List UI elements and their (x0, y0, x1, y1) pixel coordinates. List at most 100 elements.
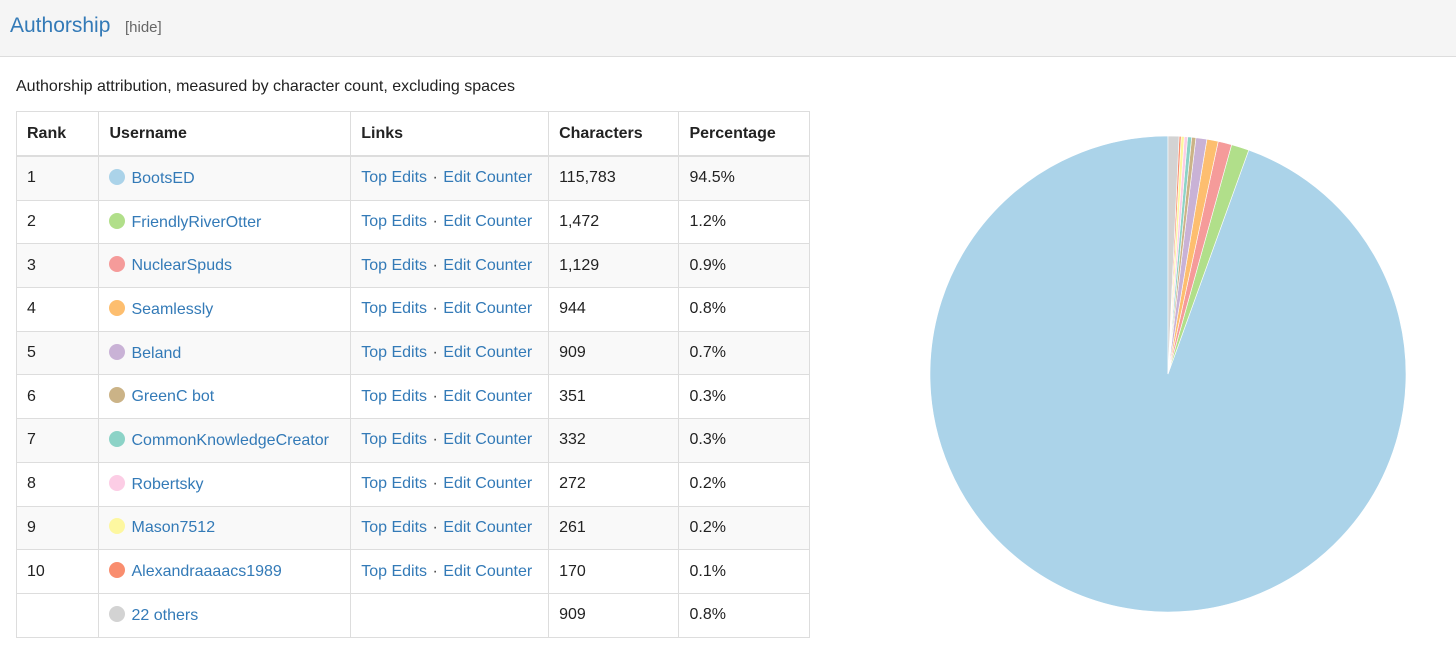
characters-column-header: Characters (548, 111, 680, 157)
username-link[interactable]: Mason7512 (131, 519, 216, 537)
username-link[interactable]: Seamlessly (131, 300, 214, 318)
edit-counter-link[interactable]: Edit Counter (443, 300, 533, 318)
link-separator: · (432, 344, 438, 362)
username-link[interactable]: Beland (131, 344, 182, 362)
username-link[interactable]: Alexandraaaacs1989 (131, 563, 282, 581)
link-separator: · (432, 387, 438, 405)
top-edits-link[interactable]: Top Edits (361, 431, 428, 449)
links-cell: Top Edits · Edit Counter (350, 287, 550, 332)
top-edits-link[interactable]: Top Edits (361, 256, 428, 274)
rank-cell: 6 (15, 374, 100, 420)
username-column-header: Username (98, 111, 352, 157)
section-title[interactable]: Authorship (10, 14, 111, 37)
edit-counter-link[interactable]: Edit Counter (443, 169, 533, 187)
percentage-cell: 0.7% (678, 330, 810, 376)
links-column-header: Links (350, 111, 550, 157)
pie-slice-22-others (1167, 135, 1180, 375)
user-color-swatch (109, 562, 126, 579)
percentage-cell: 0.1% (678, 549, 810, 594)
username-cell: Robertsky (98, 461, 352, 507)
authorship-table: Rank Username Links Characters Percentag… (15, 111, 810, 638)
user-color-swatch (109, 212, 126, 229)
username-cell: BootsED (98, 155, 352, 201)
others-color-swatch (109, 605, 126, 622)
link-separator: · (432, 475, 438, 493)
top-edits-link[interactable]: Top Edits (361, 562, 428, 580)
links-cell: Top Edits · Edit Counter (350, 199, 550, 245)
link-separator: · (432, 431, 438, 449)
edit-counter-link[interactable]: Edit Counter (443, 475, 533, 493)
rank-cell: 1 (15, 155, 100, 201)
rank-cell: 5 (15, 330, 100, 376)
top-edits-link[interactable]: Top Edits (361, 300, 428, 318)
percentage-cell: 0.2% (678, 461, 810, 507)
percentage-cell: 0.3% (678, 418, 810, 463)
top-edits-link[interactable]: Top Edits (361, 475, 428, 493)
table-body: 1 BootsED Top Edits · Edit Counter 115,783 9… (15, 155, 810, 638)
link-separator: · (432, 300, 438, 318)
rank-cell: 3 (15, 243, 100, 289)
top-edits-link[interactable]: Top Edits (361, 387, 428, 405)
user-color-swatch (109, 299, 126, 316)
top-edits-link[interactable]: Top Edits (361, 169, 428, 187)
characters-cell: 351 (548, 374, 680, 420)
user-color-swatch (109, 387, 126, 404)
characters-cell: 1,472 (548, 199, 680, 245)
link-separator: · (432, 562, 438, 580)
table-row: 8 Robertsky Top Edits · Edit Counter 272 0.2… (15, 461, 810, 507)
table-row: 9 Mason7512 Top Edits · Edit Counter 261 0.2… (15, 505, 810, 551)
table-row: 10 Alexandraaaacs1989 Top Edits · Edit Cou… (15, 549, 810, 594)
username-cell: Mason7512 (98, 505, 352, 551)
link-separator: · (432, 169, 438, 187)
characters-cell: 272 (548, 461, 680, 507)
edit-counter-link[interactable]: Edit Counter (443, 344, 533, 362)
username-link[interactable]: NuclearSpuds (131, 257, 232, 275)
table-row: 7 CommonKnowledgeCreator Top Edits · Edit … (15, 418, 810, 463)
authorship-panel-header: Authorship [hide] (0, 0, 1456, 57)
rank-column-header: Rank (15, 111, 100, 157)
username-cell: Beland (98, 330, 352, 376)
others-link[interactable]: 22 others (131, 606, 199, 624)
edit-counter-link[interactable]: Edit Counter (443, 256, 533, 274)
authorship-pie-chart (929, 135, 1407, 613)
edit-counter-link[interactable]: Edit Counter (443, 387, 533, 405)
characters-cell: 170 (548, 549, 680, 594)
top-edits-link[interactable]: Top Edits (361, 213, 428, 231)
percentage-cell: 0.9% (678, 243, 810, 289)
links-cell: Top Edits · Edit Counter (350, 505, 550, 551)
username-cell: GreenC bot (98, 374, 352, 420)
link-separator: · (432, 518, 438, 536)
edit-counter-link[interactable]: Edit Counter (443, 431, 533, 449)
username-cell: 22 others (98, 592, 352, 638)
hide-toggle-link[interactable]: [hide] (125, 19, 162, 36)
top-edits-link[interactable]: Top Edits (361, 518, 428, 536)
percentage-cell: 94.5% (678, 155, 810, 201)
user-color-swatch (109, 518, 126, 535)
rank-cell: 9 (15, 505, 100, 551)
username-link[interactable]: CommonKnowledgeCreator (131, 431, 329, 449)
percentage-cell: 0.8% (678, 287, 810, 332)
link-separator: · (432, 213, 438, 231)
rank-cell-empty (15, 592, 100, 638)
user-color-swatch (109, 256, 126, 273)
top-edits-link[interactable]: Top Edits (361, 344, 428, 362)
rank-cell: 8 (15, 461, 100, 507)
user-color-swatch (109, 343, 126, 360)
username-link[interactable]: Robertsky (131, 475, 204, 493)
table-row: 3 NuclearSpuds Top Edits · Edit Counter 1,1… (15, 243, 810, 289)
edit-counter-link[interactable]: Edit Counter (443, 518, 533, 536)
user-color-swatch (109, 474, 126, 491)
links-cell: Top Edits · Edit Counter (350, 243, 550, 289)
characters-cell: 261 (548, 505, 680, 551)
rank-cell: 4 (15, 287, 100, 332)
edit-counter-link[interactable]: Edit Counter (443, 213, 533, 231)
percentage-cell: 0.2% (678, 505, 810, 551)
table-row: 5 Beland Top Edits · Edit Counter 909 0.7% (15, 330, 810, 376)
characters-cell: 944 (548, 287, 680, 332)
username-link[interactable]: BootsED (131, 169, 195, 187)
username-link[interactable]: FriendlyRiverOtter (131, 213, 262, 231)
table-row: 2 FriendlyRiverOtter Top Edits · Edit Coun… (15, 199, 810, 245)
username-link[interactable]: GreenC bot (131, 388, 215, 406)
username-cell: NuclearSpuds (98, 243, 352, 289)
edit-counter-link[interactable]: Edit Counter (443, 562, 533, 580)
